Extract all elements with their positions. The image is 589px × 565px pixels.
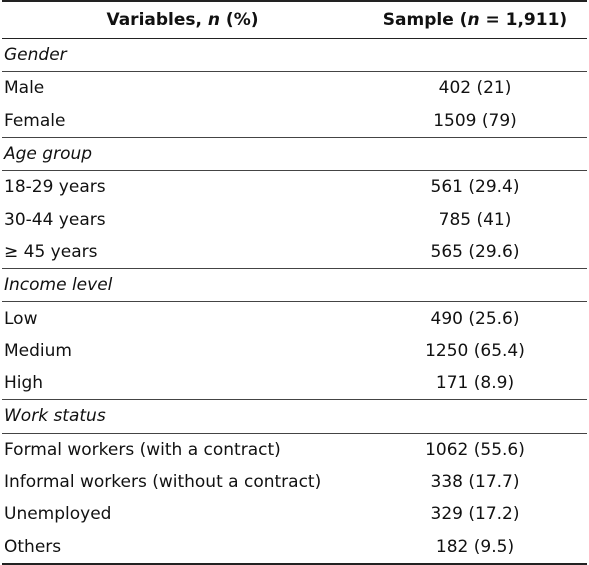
label-cell: Others xyxy=(4,536,62,557)
label-cell: Low xyxy=(4,308,38,329)
header-text: Sample ( xyxy=(382,10,468,30)
section-row: Income level xyxy=(2,268,587,303)
label-cell: Unemployed xyxy=(4,504,112,525)
value-cell: 329 (17.2) xyxy=(430,504,520,525)
data-row: Female 1509 (79) xyxy=(2,105,587,138)
value-cell: 565 (29.6) xyxy=(430,241,520,262)
label-cell: Female xyxy=(4,110,66,131)
label-cell: 18-29 years xyxy=(4,177,106,198)
section-row: Gender xyxy=(2,37,587,73)
header-cell: Variables, n (%) xyxy=(2,1,363,39)
label-cell: 30-44 years xyxy=(4,209,106,230)
data-row: Informal workers (without a contract) 338… xyxy=(2,466,587,498)
data-row: ≥ 45 years 565 (29.6) xyxy=(2,236,587,269)
table-body: Gender Male 402 (21) Female 1509 (79) Age gro… xyxy=(2,37,587,564)
label-cell: ≥ 45 years xyxy=(4,241,98,262)
section-row: Age group xyxy=(2,136,587,172)
label-cell: Male xyxy=(4,78,45,99)
data-row: Unemployed 329 (17.2) xyxy=(2,498,587,530)
label-cell: Informal workers (without a contract) xyxy=(4,472,322,492)
value-cell: 561 (29.4) xyxy=(430,177,520,198)
data-row: Others 182 (9.5) xyxy=(2,530,587,563)
data-row: High 171 (8.9) xyxy=(2,367,587,400)
header-text: n xyxy=(207,10,220,30)
data-row: Male 402 (21) xyxy=(2,72,587,105)
label-cell: Formal workers (with a contract) xyxy=(4,439,281,460)
value-cell: 402 (21) xyxy=(438,78,512,99)
value-cell: 182 (9.5) xyxy=(435,536,515,557)
section-title: Income level xyxy=(2,268,587,303)
data-row: Low 490 (25.6) xyxy=(2,302,587,335)
value-cell: 1250 (65.4) xyxy=(425,340,525,361)
header-text: = 1,911) xyxy=(479,10,568,30)
section-row: Work status xyxy=(2,399,587,434)
header-text: Variables, xyxy=(106,10,208,30)
data-row: 18-29 years 561 (29.4) xyxy=(2,171,587,204)
header-row: Variables, n (%) Sample (n = 1,911) xyxy=(2,1,587,39)
data-row: Medium 1250 (65.4) xyxy=(2,335,587,367)
label-cell: High xyxy=(4,373,44,394)
data-row: Formal workers (with a contract) 1062 (55… xyxy=(2,433,587,466)
section-title: Gender xyxy=(2,37,587,73)
section-title: Age group xyxy=(2,136,587,172)
value-cell: 785 (41) xyxy=(438,209,512,230)
value-cell: 171 (8.9) xyxy=(435,373,515,394)
data-row: 30-44 years 785 (41) xyxy=(2,203,587,235)
value-cell: 490 (25.6) xyxy=(430,308,520,329)
header-text: n xyxy=(467,10,480,30)
header-text: (%) xyxy=(220,10,259,30)
label-cell: Medium xyxy=(4,340,72,361)
header-cell: Sample (n = 1,911) xyxy=(363,1,587,39)
table-head: Variables, n (%) Sample (n = 1,911) xyxy=(2,1,587,39)
value-cell: 1509 (79) xyxy=(433,110,517,131)
value-cell: 1062 (55.6) xyxy=(425,439,525,460)
section-title: Work status xyxy=(2,399,587,434)
value-cell: 338 (17.7) xyxy=(430,472,520,492)
